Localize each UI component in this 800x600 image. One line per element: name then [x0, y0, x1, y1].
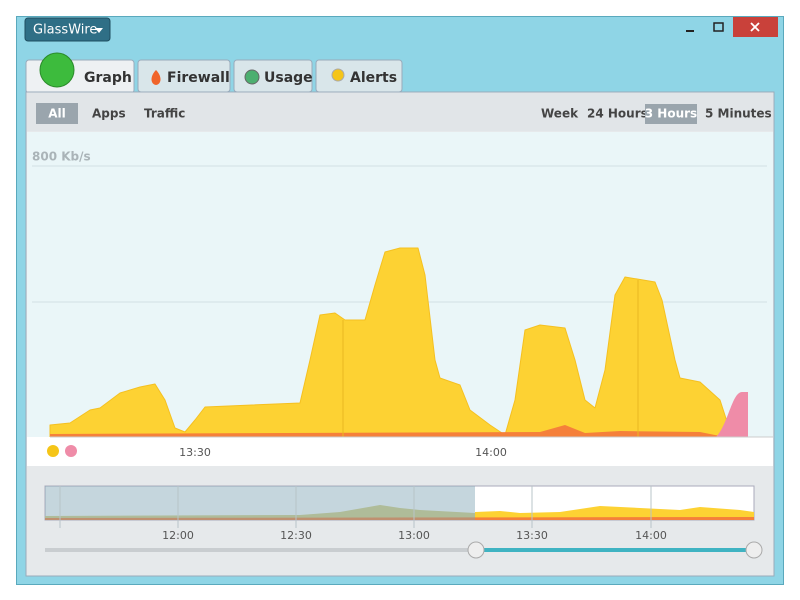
time-label: 13:30 [179, 446, 211, 459]
overview-time-label: 13:00 [398, 529, 430, 542]
download-area [49, 247, 733, 438]
range-label[interactable]: 24 Hours [587, 107, 648, 121]
upload-area [50, 425, 720, 437]
overview-time-label: 13:30 [516, 529, 548, 542]
tab-label: Graph [84, 70, 132, 86]
time-axis [27, 437, 773, 466]
filter-label[interactable]: Apps [92, 107, 126, 121]
close-icon [750, 22, 760, 32]
time-label: 14:00 [475, 446, 507, 459]
upload-legend-icon [65, 445, 77, 457]
overview-gridlines [59, 486, 652, 528]
overview-time-label: 12:30 [280, 529, 312, 542]
tab-label: Firewall [167, 70, 230, 86]
filter-label[interactable]: Traffic [144, 107, 185, 121]
menu-arrow [95, 28, 103, 33]
filter-selected[interactable] [36, 103, 78, 124]
range-label: 3 Hours [645, 107, 697, 121]
overview-download [475, 506, 754, 520]
upload-spike [716, 392, 748, 437]
app-menu-label: GlassWire [33, 23, 97, 38]
download-legend-icon [47, 445, 59, 457]
app-menu-button[interactable] [24, 17, 111, 42]
overview-inactive [45, 486, 475, 520]
tab-label: Alerts [350, 70, 397, 86]
overview-time-label: 12:00 [162, 529, 194, 542]
graph-icon [39, 52, 75, 88]
usage-icon [244, 69, 260, 85]
firewall-icon [151, 70, 161, 85]
overview-upload [45, 517, 754, 520]
filter-label: All [48, 107, 66, 121]
overview-time-label: 14:00 [635, 529, 667, 542]
alerts-icon [331, 68, 345, 82]
overview-download-past [45, 505, 475, 520]
range-label[interactable]: Week [541, 107, 579, 121]
tab-label: Usage [264, 70, 313, 86]
maximize-button[interactable] [713, 22, 724, 32]
slider-handle[interactable] [745, 541, 763, 559]
scale-label: 800 Kb/s [32, 150, 91, 164]
range-selected[interactable] [645, 104, 697, 124]
range-label[interactable]: 5 Minutes [705, 107, 772, 121]
slider-handle[interactable] [467, 541, 485, 559]
